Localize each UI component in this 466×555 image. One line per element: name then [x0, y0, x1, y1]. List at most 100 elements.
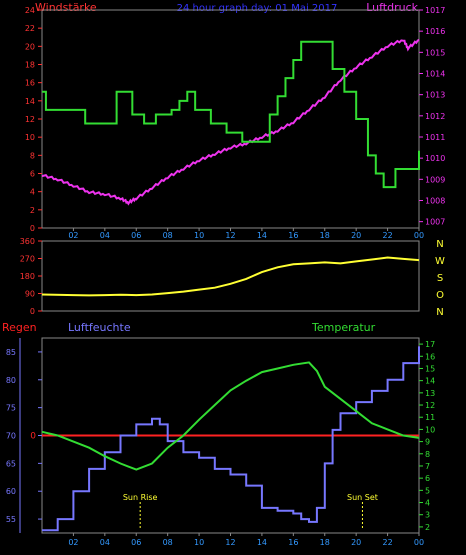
hour-label: 14: [257, 231, 267, 240]
temperature-tick-label: 16: [425, 352, 435, 361]
temperature-tick-label: 3: [425, 511, 430, 520]
compass-label: O: [436, 290, 444, 301]
wind-tick-label: 24: [25, 6, 35, 15]
wind-tick-label: 16: [25, 79, 35, 88]
humidity-tick-label: 70: [6, 432, 16, 441]
wind-tick-label: 2: [30, 206, 35, 215]
pressure-tick-label: 1013: [425, 91, 445, 100]
wind-tick-label: 0: [30, 224, 35, 233]
temperature-tick-label: 2: [425, 523, 430, 532]
hour-label: 10: [194, 538, 204, 547]
humidity-tick-label: 75: [6, 404, 16, 413]
humidity-line: [42, 346, 420, 532]
pressure-tick-label: 1016: [425, 27, 445, 36]
hour-label: 20: [351, 231, 361, 240]
pressure-line: [41, 38, 420, 206]
hour-label: 04: [100, 538, 110, 547]
pressure-tick-label: 1011: [425, 133, 445, 142]
compass-label: W: [435, 256, 445, 267]
temperature-tick-label: 4: [425, 499, 430, 508]
temperature-axis-title: Temperatur: [311, 321, 376, 334]
hour-label: 22: [382, 538, 392, 547]
pressure-tick-label: 1015: [425, 48, 445, 57]
wind-tick-label: 22: [25, 24, 35, 33]
hour-label: 12: [225, 231, 235, 240]
temperature-tick-label: 13: [425, 389, 435, 398]
direction-axis-ticks: 0 90 180 270 360: [20, 237, 42, 316]
pressure-tick-label: 1009: [425, 175, 445, 184]
pressure-tick-label: 1017: [425, 6, 445, 15]
wind-tick-label: 10: [25, 133, 35, 142]
humidity-tick-label: 85: [6, 348, 16, 357]
hour-label: 08: [163, 231, 173, 240]
wind-tick-label: 4: [30, 188, 35, 197]
pressure-tick-label: 1010: [425, 154, 445, 163]
hour-label: 18: [320, 538, 330, 547]
temperature-tick-label: 17: [425, 340, 435, 349]
pressure-tick-label: 1012: [425, 112, 445, 121]
wind-tick-label: 14: [25, 97, 35, 106]
wind-tick-label: 18: [25, 61, 35, 70]
rain-zero-label: 0: [30, 432, 36, 442]
hour-label: 16: [288, 538, 298, 547]
temperature-tick-label: 15: [425, 364, 435, 373]
temperature-tick-label: 9: [425, 438, 430, 447]
hour-label: 08: [163, 538, 173, 547]
rain-axis-title: Regen: [2, 321, 37, 334]
hour-label: 06: [131, 538, 141, 547]
temperature-tick-label: 10: [425, 425, 435, 434]
hour-label: 12: [225, 538, 235, 547]
pressure-axis-title: Luftdruck: [366, 1, 418, 14]
panel-direction: [41, 240, 420, 312]
hour-label: 18: [320, 231, 330, 240]
hour-axis-1: 02 04 06 08 10 12 14 16 18 20 22 00: [68, 228, 424, 240]
direction-tick-label: 270: [20, 255, 35, 264]
humidity-axis-ticks: 55 60 65 70 75 80 85: [6, 338, 42, 533]
pressure-axis-ticks: 1007 1008 1009 1010 1011 1012 1013 1014 1015 1016…: [419, 6, 445, 227]
temperature-tick-label: 8: [425, 450, 430, 459]
wind-tick-label: 6: [30, 170, 35, 179]
compass-label: N: [436, 307, 443, 318]
wind-line: [42, 40, 420, 189]
humidity-tick-label: 80: [6, 376, 16, 385]
hour-label: 14: [257, 538, 267, 547]
pressure-tick-label: 1007: [425, 218, 445, 227]
hour-label: 06: [131, 231, 141, 240]
hour-label: 10: [194, 231, 204, 240]
humidity-tick-label: 60: [6, 487, 16, 496]
compass-label: N: [436, 239, 443, 250]
direction-line: [41, 256, 420, 297]
temperature-tick-label: 12: [425, 401, 435, 410]
hour-label: 00: [414, 231, 424, 240]
sun-marker-label: Sun Set: [347, 493, 378, 502]
wind-tick-label: 8: [30, 151, 35, 160]
wind-tick-label: 20: [25, 42, 35, 51]
wind-axis-title: Windstärke: [35, 1, 97, 14]
sun-markers: Sun Rise Sun Set: [123, 493, 378, 530]
hour-label: 16: [288, 231, 298, 240]
compass-label: S: [437, 273, 443, 284]
chart-title: 24 hour graph day: 01 Mai 2017: [177, 3, 338, 14]
direction-tick-label: 90: [25, 290, 35, 299]
temperature-axis-ticks: 2 3 4 5 6 7 8 9 10 11 12 13 14 15 16 17: [419, 340, 435, 532]
pressure-tick-label: 1008: [425, 196, 445, 205]
hour-label: 04: [100, 231, 110, 240]
humidity-tick-label: 65: [6, 459, 16, 468]
pressure-tick-label: 1014: [425, 69, 445, 78]
sun-marker-label: Sun Rise: [123, 493, 158, 502]
hour-label: 20: [351, 538, 361, 547]
temperature-tick-label: 7: [425, 462, 430, 471]
hour-label: 02: [68, 538, 78, 547]
hour-label: 00: [414, 538, 424, 547]
direction-tick-label: 0: [30, 307, 35, 316]
humidity-tick-label: 55: [6, 515, 16, 524]
hour-label: 22: [382, 231, 392, 240]
humidity-axis-title: Luftfeuchte: [68, 321, 131, 334]
hour-label: 02: [68, 231, 78, 240]
wind-tick-label: 12: [25, 115, 35, 124]
temperature-line: [41, 361, 420, 471]
direction-tick-label: 180: [20, 272, 35, 281]
